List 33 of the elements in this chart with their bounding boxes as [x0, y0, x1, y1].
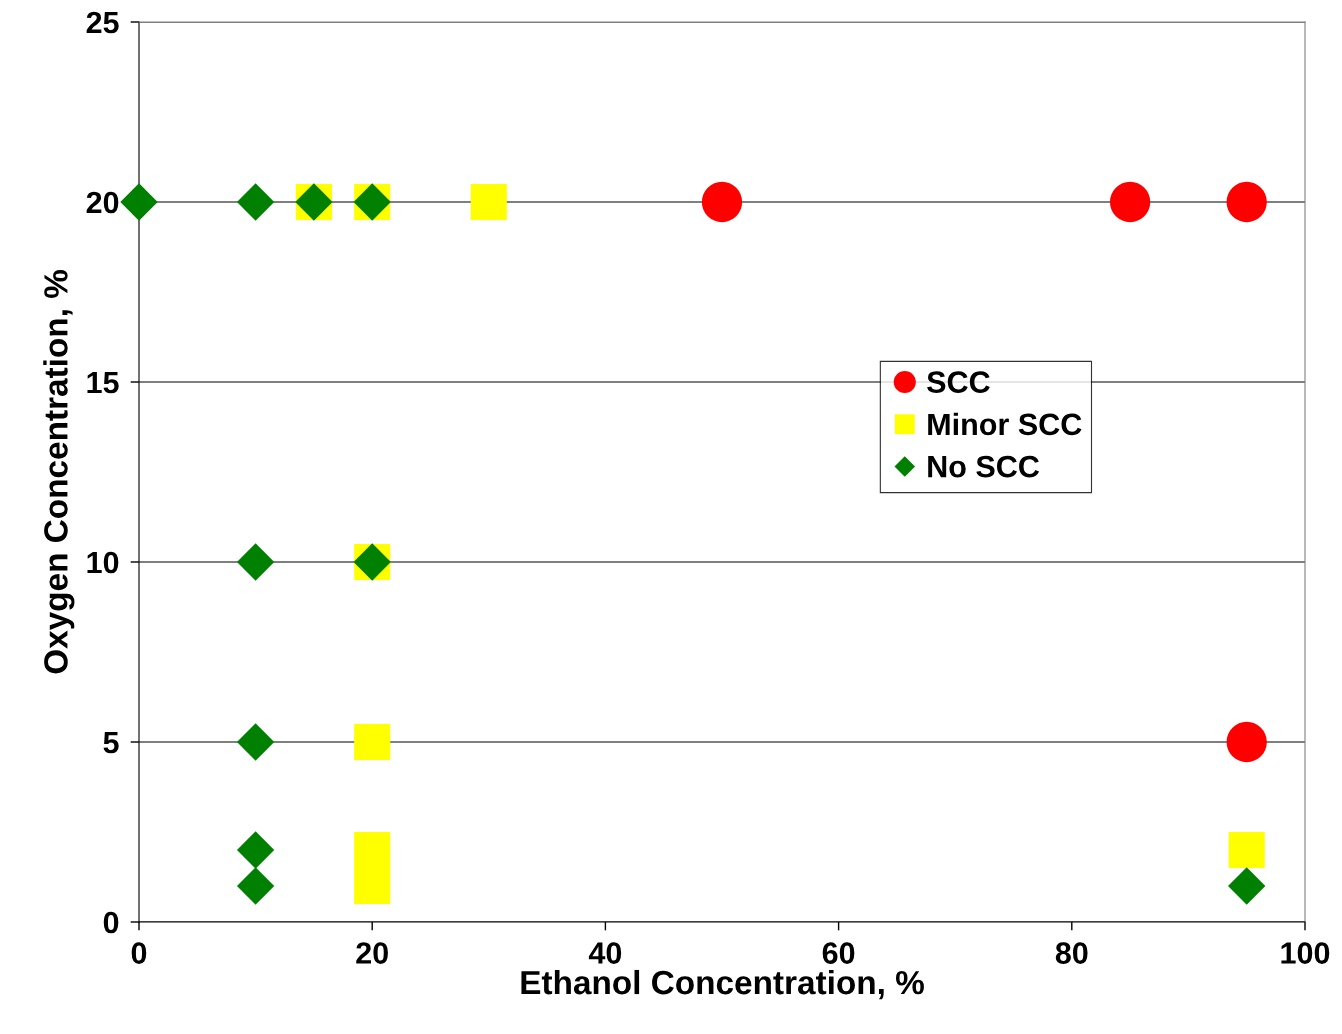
- point: [236, 723, 275, 761]
- point: [236, 183, 275, 221]
- y-tick-label: 25: [86, 11, 119, 34]
- y-tick-label: 10: [87, 551, 119, 574]
- x-tick-label: 40: [588, 942, 622, 964]
- x-tick-label: 60: [822, 942, 855, 964]
- point: [354, 831, 391, 869]
- x-tick-label: 20: [356, 942, 388, 964]
- point: [120, 183, 158, 221]
- point: [236, 867, 275, 905]
- point: [236, 543, 275, 581]
- point: [1226, 721, 1267, 763]
- x-axis-title: Ethanol Concentration, %: [521, 969, 924, 1000]
- x-tick-label: 80: [1055, 942, 1088, 964]
- y-tick-label: 15: [87, 372, 119, 394]
- point: [1228, 831, 1265, 869]
- x-tick-label: 100: [1281, 942, 1330, 964]
- y-tick-label: 0: [103, 911, 119, 934]
- y-tick-label: 5: [103, 732, 119, 754]
- legend-label: No SCC: [928, 455, 1040, 478]
- x-tick-label: 0: [131, 942, 147, 964]
- y-axis-title: Oxygen Concentration, %: [43, 270, 75, 674]
- point: [236, 831, 275, 869]
- legend-label: SCC: [927, 371, 990, 393]
- point: [701, 181, 743, 223]
- point: [354, 723, 391, 761]
- point: [470, 183, 507, 221]
- point: [1226, 181, 1267, 223]
- point: [1228, 867, 1266, 905]
- legend-label: Minor SCC: [928, 412, 1082, 436]
- y-tick-label: 20: [86, 191, 119, 214]
- point: [354, 867, 391, 905]
- point: [1109, 181, 1151, 223]
